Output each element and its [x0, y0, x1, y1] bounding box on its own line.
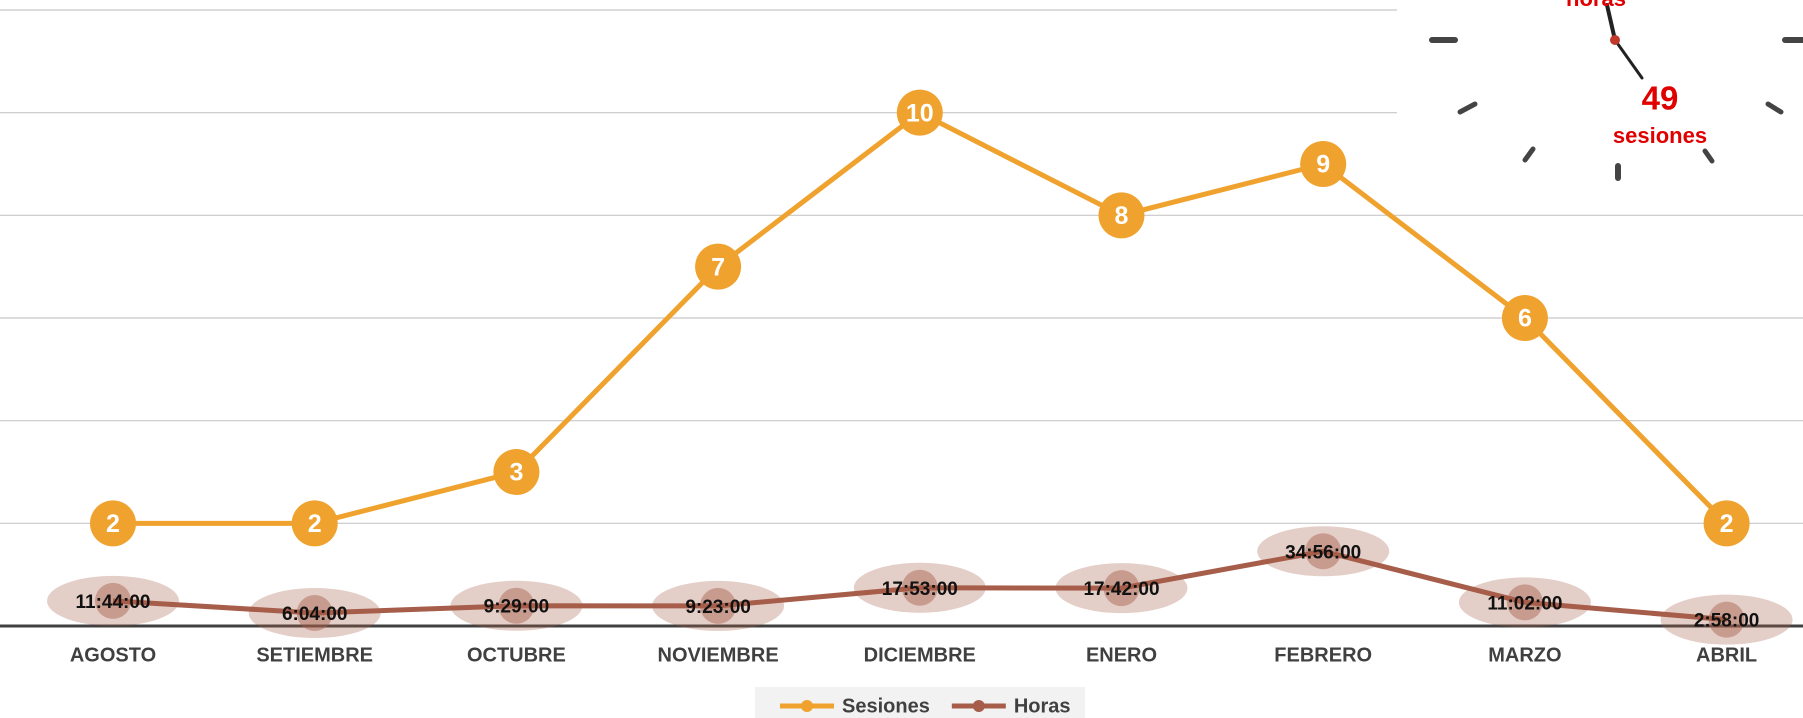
- legend-marker: [972, 700, 985, 712]
- x-tick-label: OCTUBRE: [467, 644, 566, 666]
- label-bubble: [652, 580, 785, 631]
- x-tick-label: NOVIEMBRE: [658, 644, 779, 666]
- point: [95, 582, 131, 619]
- data-label: 2: [308, 510, 322, 538]
- data-label: 6:04:00: [282, 604, 348, 625]
- label-bubble: [1055, 563, 1188, 614]
- annotation: sesiones: [1613, 123, 1707, 148]
- clock-image: [1397, 0, 1803, 198]
- label-bubble: [248, 588, 381, 639]
- label-bubble: [1660, 594, 1793, 645]
- label-bubble: [47, 575, 179, 626]
- annotation: 49: [1642, 80, 1679, 117]
- label-bubble: [853, 562, 986, 613]
- point: [901, 569, 938, 606]
- data-label: 8: [1115, 202, 1129, 230]
- label-bubble: [450, 580, 583, 631]
- clock-bg: [1397, 0, 1803, 198]
- label-bubble: [1257, 526, 1390, 577]
- point: [1300, 141, 1347, 187]
- annotation: horas: [1566, 0, 1626, 11]
- point: [1098, 192, 1145, 239]
- data-label: 9: [1316, 151, 1330, 179]
- point: [1501, 295, 1548, 341]
- x-tick-label: AGOSTO: [70, 644, 156, 666]
- x-tick-label: FEBRERO: [1274, 644, 1372, 666]
- data-label: 34:56:00: [1285, 542, 1361, 563]
- point: [498, 587, 535, 624]
- legend-label: Horas: [1014, 695, 1071, 717]
- point: [695, 243, 742, 290]
- data-label: 7: [711, 253, 725, 281]
- data-label: 10: [906, 99, 934, 127]
- data-label: 9:29:00: [484, 597, 550, 618]
- data-label: 2: [1720, 510, 1734, 538]
- point: [90, 500, 136, 547]
- point: [700, 587, 737, 624]
- label-bubble: [1458, 577, 1591, 628]
- clock-marks: [1429, 3, 1803, 181]
- clock-center: [1610, 35, 1620, 45]
- data-label: 9:23:00: [685, 597, 751, 618]
- x-tick-label: MARZO: [1488, 644, 1561, 666]
- data-label: 11:44:00: [75, 592, 150, 613]
- x-tick-label: ABRIL: [1696, 644, 1757, 666]
- point: [493, 449, 540, 495]
- point: [1103, 570, 1140, 607]
- data-label: 2:58:00: [1694, 611, 1760, 632]
- series-line: [112, 548, 1727, 623]
- point: [296, 595, 333, 632]
- x-tick-label: ENERO: [1086, 644, 1157, 666]
- point: [291, 500, 338, 547]
- data-label: 6: [1518, 305, 1532, 333]
- point: [1708, 601, 1745, 638]
- data-label: 17:53:00: [882, 579, 958, 600]
- point: [1305, 533, 1342, 570]
- point: [1703, 500, 1750, 547]
- x-tick-label: SETIEMBRE: [256, 644, 373, 666]
- point: [1506, 584, 1543, 621]
- data-label: 11:02:00: [1487, 593, 1562, 614]
- legend-label: Sesiones: [842, 695, 930, 717]
- x-tick-label: DICIEMBRE: [864, 644, 976, 666]
- data-label: 2: [106, 510, 120, 538]
- legend-marker: [801, 700, 813, 712]
- data-label: 3: [509, 459, 523, 487]
- point: [896, 89, 943, 136]
- data-label: 17:42:00: [1083, 579, 1159, 600]
